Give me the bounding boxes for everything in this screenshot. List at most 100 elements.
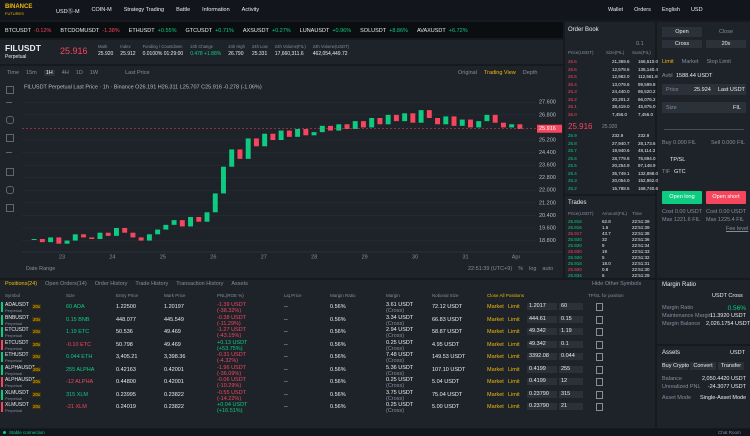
- close-qty[interactable]: 1.19: [559, 328, 583, 335]
- input[interactable]: [662, 102, 746, 113]
- order-type[interactable]: Stop Limit: [706, 59, 731, 65]
- view-tab[interactable]: Original: [458, 70, 477, 76]
- input[interactable]: [662, 84, 746, 95]
- asset-button[interactable]: Convert: [690, 362, 716, 370]
- close-market[interactable]: Market: [487, 341, 504, 348]
- order-type[interactable]: Market: [681, 59, 699, 65]
- close-qty[interactable]: 12: [559, 378, 583, 385]
- interval[interactable]: 4H: [61, 70, 69, 76]
- close-market[interactable]: Market: [487, 404, 504, 410]
- close-market[interactable]: Market: [487, 354, 504, 360]
- open-long[interactable]: Open long: [662, 191, 702, 204]
- interval[interactable]: 15m: [26, 70, 37, 76]
- tpsl-edit[interactable]: [596, 328, 603, 336]
- nav-item[interactable]: USDⓈ-M: [56, 9, 80, 15]
- ticker[interactable]: AXSUSDT +0.27%: [243, 28, 291, 34]
- nav-item[interactable]: Wallet: [608, 7, 624, 13]
- tpsl-edit[interactable]: [596, 353, 603, 361]
- tool-icon[interactable]: [6, 86, 14, 94]
- close-limit[interactable]: Limit: [508, 391, 520, 398]
- close-limit[interactable]: Limit: [508, 404, 520, 410]
- interval[interactable]: 1W: [89, 70, 99, 76]
- close-limit[interactable]: Limit: [508, 366, 520, 373]
- mode-btn[interactable]: Cross: [662, 40, 702, 48]
- tab[interactable]: Close: [718, 29, 734, 35]
- interval[interactable]: 1D: [75, 70, 83, 76]
- close-price[interactable]: 49.342: [527, 328, 557, 335]
- hide-other[interactable]: Hide Other Symbols: [592, 281, 642, 287]
- order-type[interactable]: Limit: [662, 59, 674, 65]
- tpsl-edit[interactable]: [596, 378, 603, 386]
- position-tab[interactable]: Positions(24): [5, 281, 38, 287]
- nav-item[interactable]: COIN-M: [91, 7, 112, 13]
- close-qty[interactable]: 21: [559, 403, 583, 410]
- close-price[interactable]: 3392.08: [527, 353, 557, 360]
- tool-icon[interactable]: [6, 134, 14, 142]
- close-qty[interactable]: 0.1: [559, 340, 583, 348]
- asset-button[interactable]: Buy Crypto: [662, 362, 690, 370]
- ticker[interactable]: BTCDOMUSDT -1.38%: [60, 28, 119, 34]
- tool-icon[interactable]: [6, 116, 14, 124]
- close-limit[interactable]: Limit: [508, 316, 520, 323]
- status-right[interactable]: Chat Room: [718, 430, 741, 435]
- close-qty[interactable]: 60: [559, 303, 583, 310]
- tpsl-edit[interactable]: [596, 340, 603, 349]
- close-limit[interactable]: Limit: [508, 341, 520, 348]
- chart-option[interactable]: %: [518, 266, 524, 272]
- nav-item[interactable]: English: [661, 7, 680, 13]
- chart-option[interactable]: log: [529, 266, 537, 272]
- tool-icon[interactable]: [6, 152, 12, 153]
- nav-item[interactable]: Battle: [176, 7, 191, 13]
- close-market[interactable]: Market: [487, 391, 504, 398]
- position-tab[interactable]: Trade History: [135, 281, 169, 287]
- orderbook-precision[interactable]: 0.1: [636, 41, 644, 47]
- fee-level[interactable]: Fee level: [726, 226, 749, 232]
- nav-item[interactable]: Information: [202, 7, 230, 13]
- nav-item[interactable]: Activity: [241, 7, 260, 13]
- open-short[interactable]: Open short: [706, 191, 746, 204]
- price-type[interactable]: Last Price: [125, 70, 150, 76]
- tool-icon[interactable]: [6, 102, 12, 103]
- close-limit[interactable]: Limit: [508, 304, 520, 310]
- nav-item[interactable]: Strategy Trading: [123, 7, 165, 13]
- tool-icon[interactable]: [6, 204, 14, 212]
- close-price[interactable]: 444.61: [527, 315, 557, 323]
- tpsl-edit[interactable]: [596, 303, 603, 311]
- close-qty[interactable]: 255: [559, 365, 583, 373]
- tab[interactable]: Open: [662, 27, 702, 37]
- tool-icon[interactable]: [6, 186, 14, 194]
- close-price[interactable]: 49.342: [527, 340, 557, 348]
- tpsl[interactable]: TP/SL: [670, 157, 686, 163]
- close-market[interactable]: Market: [487, 329, 504, 335]
- mode-btn[interactable]: 20x: [706, 40, 746, 48]
- tif[interactable]: GTC: [674, 169, 686, 175]
- close-price[interactable]: 0.23790: [527, 403, 557, 410]
- interval[interactable]: 1H: [43, 70, 55, 76]
- date-range[interactable]: Date Range: [26, 266, 56, 272]
- view-tab[interactable]: Trading View: [483, 70, 516, 76]
- tpsl-edit[interactable]: [596, 315, 603, 324]
- nav-item[interactable]: USD: [690, 7, 703, 13]
- close-price[interactable]: 0.4199: [527, 378, 557, 385]
- close-market[interactable]: Market: [487, 366, 504, 373]
- slider[interactable]: [664, 129, 744, 130]
- view-tab[interactable]: Depth: [522, 70, 538, 76]
- assets-currency[interactable]: USDT: [730, 350, 745, 356]
- nav-item[interactable]: Orders: [634, 7, 651, 13]
- close-limit[interactable]: Limit: [508, 329, 520, 335]
- chart-option[interactable]: auto: [542, 266, 554, 272]
- position-tab[interactable]: Order History: [94, 281, 128, 287]
- position-tab[interactable]: Transaction History: [176, 281, 224, 287]
- position-tab[interactable]: Open Orders(14): [45, 281, 87, 287]
- ticker[interactable]: SOLUSDT +8.86%: [360, 28, 408, 34]
- ticker[interactable]: ETHUSDT +0.55%: [129, 28, 177, 34]
- position-tab[interactable]: Assets: [231, 281, 248, 287]
- tpsl-edit[interactable]: [596, 365, 603, 374]
- ticker[interactable]: BTCUSDT -0.12%: [5, 28, 51, 34]
- close-price[interactable]: 1.2017: [527, 303, 557, 310]
- close-price[interactable]: 0.23790: [527, 390, 557, 398]
- close-market[interactable]: Market: [487, 379, 504, 385]
- close-limit[interactable]: Limit: [508, 354, 520, 360]
- tpsl-edit[interactable]: [596, 390, 603, 399]
- close-qty[interactable]: 0.044: [559, 353, 583, 360]
